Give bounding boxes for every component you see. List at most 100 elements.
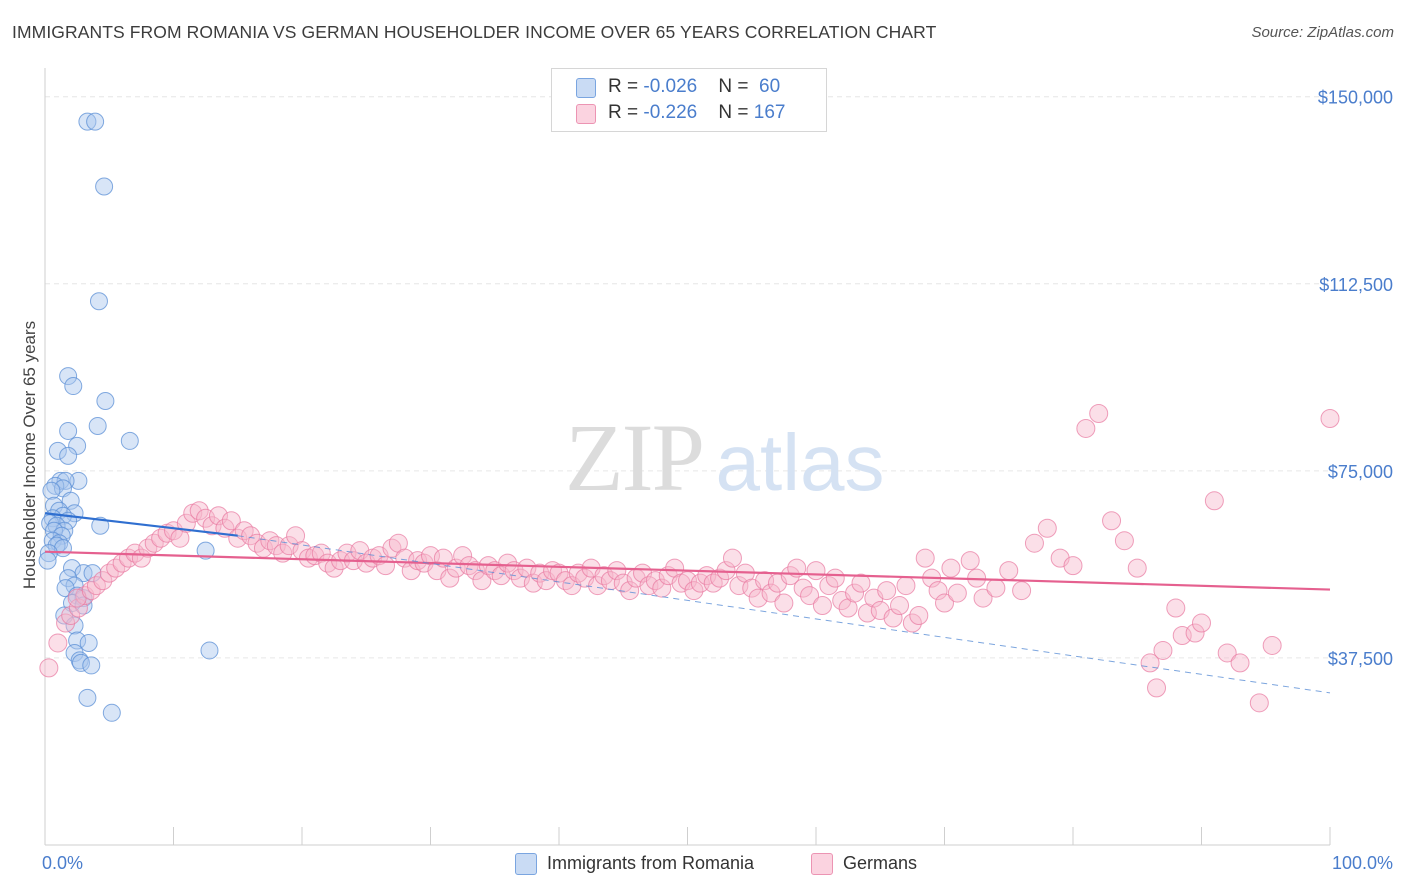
- legend-n-label: N =: [718, 76, 754, 97]
- source-label: Source: ZipAtlas.com: [1251, 24, 1394, 41]
- romania-point: [86, 112, 105, 131]
- germans-point: [144, 533, 164, 553]
- legend-r-value: -0.226: [643, 102, 698, 123]
- germans-point: [61, 606, 81, 626]
- romania-point: [88, 416, 107, 435]
- germans-point: [845, 583, 865, 603]
- romania-point: [59, 421, 78, 440]
- germans-point: [1102, 511, 1122, 531]
- germans-point: [138, 538, 158, 558]
- germans-point: [68, 598, 88, 618]
- germans-point: [780, 566, 800, 586]
- romania-point: [56, 471, 75, 490]
- romania-point: [200, 641, 219, 660]
- germans-point: [39, 658, 59, 678]
- romania-point: [64, 377, 83, 396]
- germans-point: [1114, 531, 1134, 551]
- romania-point: [38, 551, 57, 570]
- germans-point: [909, 606, 929, 626]
- romania-point: [74, 596, 93, 615]
- germans-point: [896, 576, 916, 596]
- germans-point: [1012, 581, 1032, 601]
- germans-point: [1024, 533, 1044, 553]
- x-tick-label: 100.0%: [1332, 853, 1393, 873]
- germans-point: [1037, 518, 1057, 538]
- germans-point: [1185, 623, 1205, 643]
- series-germans: [39, 403, 1340, 713]
- germans-point: [960, 551, 980, 571]
- germans-point: [800, 586, 820, 606]
- romania-point: [78, 112, 97, 131]
- germans-point: [761, 583, 781, 603]
- germans-point: [189, 501, 209, 521]
- romania-point: [59, 367, 78, 386]
- germans-point: [93, 571, 113, 591]
- germans-point: [1320, 408, 1340, 428]
- romania-point: [69, 471, 88, 490]
- romania-trend-extension: [237, 535, 1331, 694]
- romania-point: [51, 471, 70, 490]
- germans-point: [902, 613, 922, 633]
- legend: R = -0.026 N = 60 R = -0.226 N = 167: [551, 68, 827, 132]
- x-tick-label: 0.0%: [42, 853, 83, 873]
- germans-point: [1166, 598, 1186, 618]
- romania-point: [79, 633, 98, 652]
- legend-n-value: 167: [753, 102, 786, 123]
- germans-point: [986, 578, 1006, 598]
- legend-r-label: R =: [608, 76, 644, 97]
- watermark-atlas: atlas: [716, 418, 885, 507]
- germans-point: [1076, 418, 1096, 438]
- series-romania: [38, 112, 219, 722]
- germans-point: [851, 573, 871, 593]
- germans-point: [588, 576, 608, 596]
- germans-point: [440, 568, 460, 588]
- germans-point: [99, 563, 119, 583]
- germans-point: [935, 593, 954, 613]
- germans-point: [999, 561, 1019, 581]
- romania-point: [95, 177, 114, 196]
- germans-point: [1249, 693, 1269, 713]
- tick-labels: $37,500 $75,000 $112,500 $150,000 0.0% 100.0%: [42, 88, 1393, 873]
- y-tick-label: $37,500: [1328, 649, 1393, 669]
- romania-point: [62, 559, 81, 578]
- germans-point: [279, 536, 299, 556]
- romania-point: [102, 703, 121, 722]
- germans-point: [774, 593, 794, 613]
- germans-point: [1147, 678, 1167, 698]
- germans-point: [877, 581, 897, 601]
- germans-point: [607, 561, 627, 581]
- germans-trend-line: [44, 550, 1331, 591]
- germans-point: [941, 558, 961, 578]
- romania-point: [89, 292, 108, 311]
- germans-point: [703, 573, 723, 593]
- trend-lines: [44, 512, 1331, 694]
- romania-point: [39, 544, 58, 563]
- germans-point: [883, 608, 903, 628]
- germans-point: [645, 571, 665, 591]
- legend-r-label: R =: [608, 102, 644, 123]
- germans-point: [208, 506, 228, 526]
- bottom-legend-swatch-germans: [811, 853, 833, 875]
- germans-point: [241, 526, 261, 546]
- germans-point: [1217, 643, 1237, 663]
- germans-point: [819, 576, 839, 596]
- romania-point: [59, 446, 78, 465]
- germans-point: [890, 596, 910, 616]
- watermark-zip: ZIP: [565, 404, 703, 511]
- romania-point: [42, 481, 61, 500]
- germans-point: [1192, 613, 1211, 633]
- y-tick-label: $112,500: [1319, 275, 1393, 295]
- germans-point: [221, 511, 241, 531]
- germans-point: [1089, 403, 1109, 423]
- legend-swatch-germans: [576, 104, 596, 124]
- romania-point: [48, 441, 67, 460]
- germans-point: [947, 583, 967, 603]
- germans-point: [1204, 491, 1224, 511]
- germans-point: [234, 521, 254, 541]
- germans-point: [376, 556, 396, 576]
- germans-point: [1127, 558, 1147, 578]
- romania-point: [96, 392, 115, 411]
- germans-point: [594, 566, 614, 586]
- germans-point: [106, 558, 126, 578]
